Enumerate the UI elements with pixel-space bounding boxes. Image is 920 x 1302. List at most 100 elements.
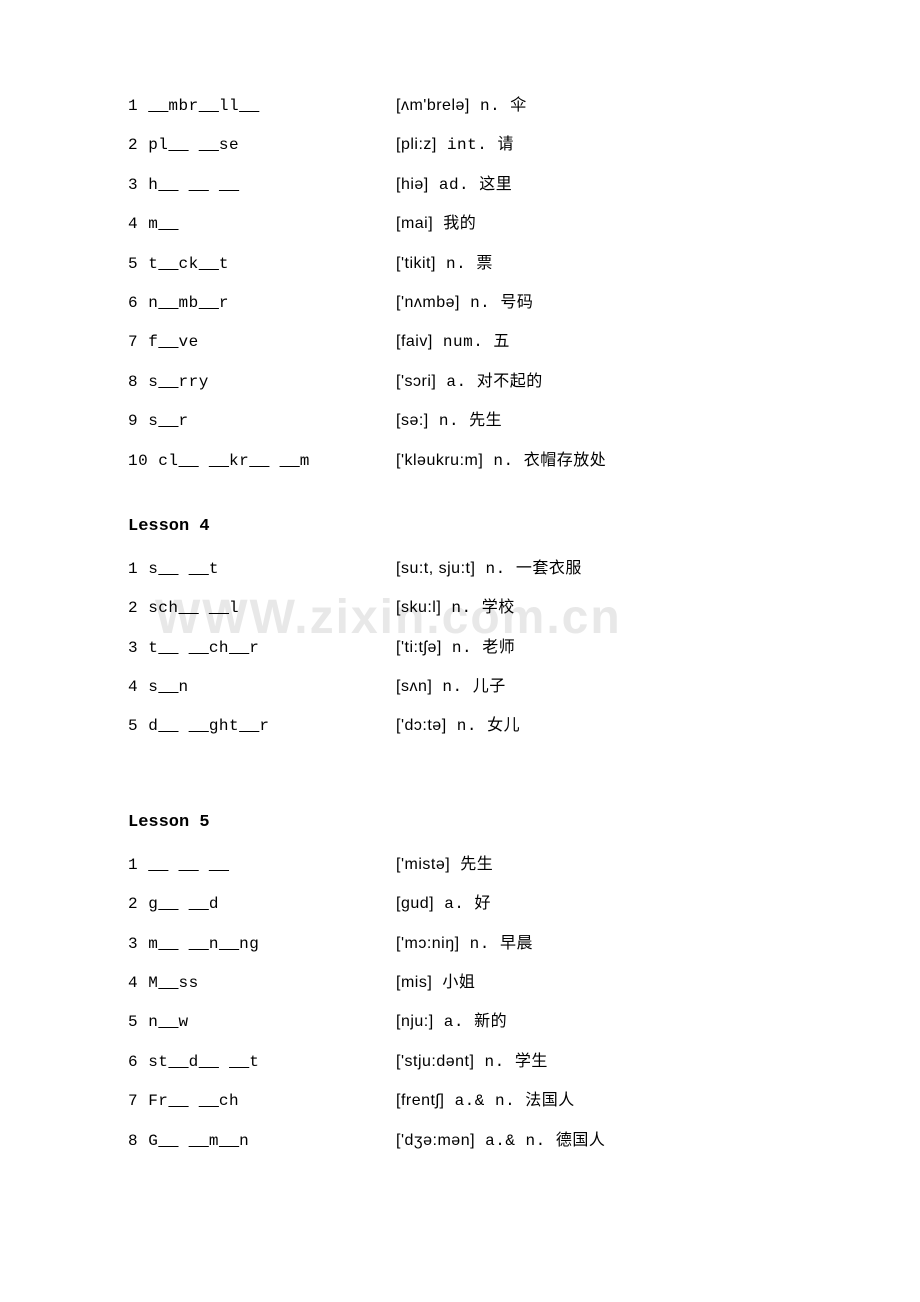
vocab-word: 2 sch l [128,597,396,619]
pos-label: n. [447,717,477,735]
pos-label: a. [434,1013,464,1031]
vocab-row: 7 Fr ch[frentʃ] a.& n. 法国人 [128,1090,792,1112]
meaning-text: 请 [497,136,514,153]
phonetic-text: ['mistə] [396,856,450,873]
vocab-definition: ['ti:tʃə] n. 老师 [396,637,792,659]
vocab-definition: [su:t, sju:t] n. 一套衣服 [396,558,792,580]
pos-label: n. [441,599,471,617]
phonetic-text: [mis] [396,974,432,991]
vocab-definition: ['tikit] n. 票 [396,253,792,275]
vocab-row: 2 pl se[pli:z] int. 请 [128,134,792,156]
meaning-text: 好 [475,895,492,912]
phonetic-text: [sə:] [396,412,429,429]
vocab-definition: ['mɔ:niŋ] n. 早晨 [396,933,792,955]
vocab-word: 1 s t [128,558,396,580]
pos-label: n. [475,560,505,578]
pos-label: n. [442,639,472,657]
phonetic-text: ['stju:dənt] [396,1053,474,1070]
vocab-word: 9 s r [128,410,396,432]
lesson-5-header: Lesson 5 [128,813,792,832]
vocab-word: 4 s n [128,676,396,698]
pos-label: a.& n. [475,1132,546,1150]
meaning-text: 我的 [443,215,476,232]
lesson-5-section: 1 ['mistə] 先生2 g d[gud] a. 好3 m n ng['mɔ… [128,854,792,1152]
vocab-definition: [sku:l] n. 学校 [396,597,792,619]
meaning-text: 女儿 [487,717,520,734]
vocab-word: 3 h [128,174,396,196]
meaning-text: 小姐 [442,974,475,991]
vocab-word: 3 t ch r [128,637,396,659]
meaning-text: 五 [493,333,510,350]
pos-label: n. [470,97,500,115]
vocab-row: 5 n w[nju:] a. 新的 [128,1011,792,1033]
vocab-definition: ['stju:dənt] n. 学生 [396,1051,792,1073]
meaning-text: 号码 [500,294,533,311]
vocab-definition: [faiv] num. 五 [396,331,792,353]
phonetic-text: [sku:l] [396,599,441,616]
vocab-row: 4 M ss[mis] 小姐 [128,972,792,994]
vocab-definition: [mai] 我的 [396,213,792,235]
pos-label: a.& n. [444,1092,515,1110]
vocab-row: 3 h [hiə] ad. 这里 [128,174,792,196]
phonetic-text: [nju:] [396,1013,434,1030]
vocab-word: 6 n mb r [128,292,396,314]
vocab-definition: ['nʌmbə] n. 号码 [396,292,792,314]
vocab-row: 5 t ck t['tikit] n. 票 [128,253,792,275]
vocab-row: 3 m n ng['mɔ:niŋ] n. 早晨 [128,933,792,955]
vocab-definition: [sʌn] n. 儿子 [396,676,792,698]
vocab-word: 8 s rry [128,371,396,393]
meaning-text: 法国人 [525,1092,575,1109]
vocab-definition: [mis] 小姐 [396,972,792,994]
vocab-row: 3 t ch r['ti:tʃə] n. 老师 [128,637,792,659]
vocab-word: 1 [128,854,396,876]
vocab-definition: ['dʒə:mən] a.& n. 德国人 [396,1130,792,1152]
meaning-text: 德国人 [556,1132,606,1149]
lesson-4-section: 1 s t[su:t, sju:t] n. 一套衣服2 sch l[sku:l]… [128,558,792,738]
vocab-definition: [frentʃ] a.& n. 法国人 [396,1090,792,1112]
phonetic-text: [sʌn] [396,678,432,695]
vocab-definition: ['dɔ:tə] n. 女儿 [396,715,792,737]
vocab-word: 4 M ss [128,972,396,994]
meaning-text: 老师 [482,639,515,656]
vocab-row: 1 mbr ll [ʌm'brelə] n. 伞 [128,95,792,117]
phonetic-text: ['sɔri] [396,373,436,390]
meaning-text: 学生 [515,1053,548,1070]
vocab-row: 4 m [mai] 我的 [128,213,792,235]
vocab-word: 1 mbr ll [128,95,396,117]
vocab-row: 8 s rry['sɔri] a. 对不起的 [128,371,792,393]
meaning-text: 一套衣服 [516,560,582,577]
meaning-text: 票 [476,255,493,272]
phonetic-text: ['dʒə:mən] [396,1132,475,1149]
lesson-4-header: Lesson 4 [128,517,792,536]
vocab-definition: [gud] a. 好 [396,893,792,915]
vocab-row: 8 G m n['dʒə:mən] a.& n. 德国人 [128,1130,792,1152]
vocab-row: 5 d ght r['dɔ:tə] n. 女儿 [128,715,792,737]
vocab-definition: [ʌm'brelə] n. 伞 [396,95,792,117]
phonetic-text: [hiə] [396,176,429,193]
pos-label: a. [436,373,466,391]
pos-label: n. [432,678,462,696]
pos-label: n. [429,412,459,430]
meaning-text: 对不起的 [477,373,543,390]
pos-label: num. [433,333,484,351]
vocab-row: 10 cl kr m['kləukru:m] n. 衣帽存放处 [128,450,792,472]
vocab-definition: [sə:] n. 先生 [396,410,792,432]
vocab-row: 9 s r[sə:] n. 先生 [128,410,792,432]
pos-label: n. [436,255,466,273]
vocab-row: 1 ['mistə] 先生 [128,854,792,876]
phonetic-text: ['mɔ:niŋ] [396,935,460,952]
meaning-text: 先生 [469,412,502,429]
vocab-word: 10 cl kr m [128,450,396,472]
pos-label: int. [437,136,488,154]
pos-label: n. [474,1053,504,1071]
vocab-definition: ['sɔri] a. 对不起的 [396,371,792,393]
pos-label: a. [434,895,464,913]
phonetic-text: ['dɔ:tə] [396,717,447,734]
vocab-row: 6 n mb r['nʌmbə] n. 号码 [128,292,792,314]
vocab-word: 5 n w [128,1011,396,1033]
vocab-word: 2 pl se [128,134,396,156]
vocab-row: 7 f ve[faiv] num. 五 [128,331,792,353]
meaning-text: 新的 [474,1013,507,1030]
vocab-row: 1 s t[su:t, sju:t] n. 一套衣服 [128,558,792,580]
phonetic-text: [ʌm'brelə] [396,97,470,114]
